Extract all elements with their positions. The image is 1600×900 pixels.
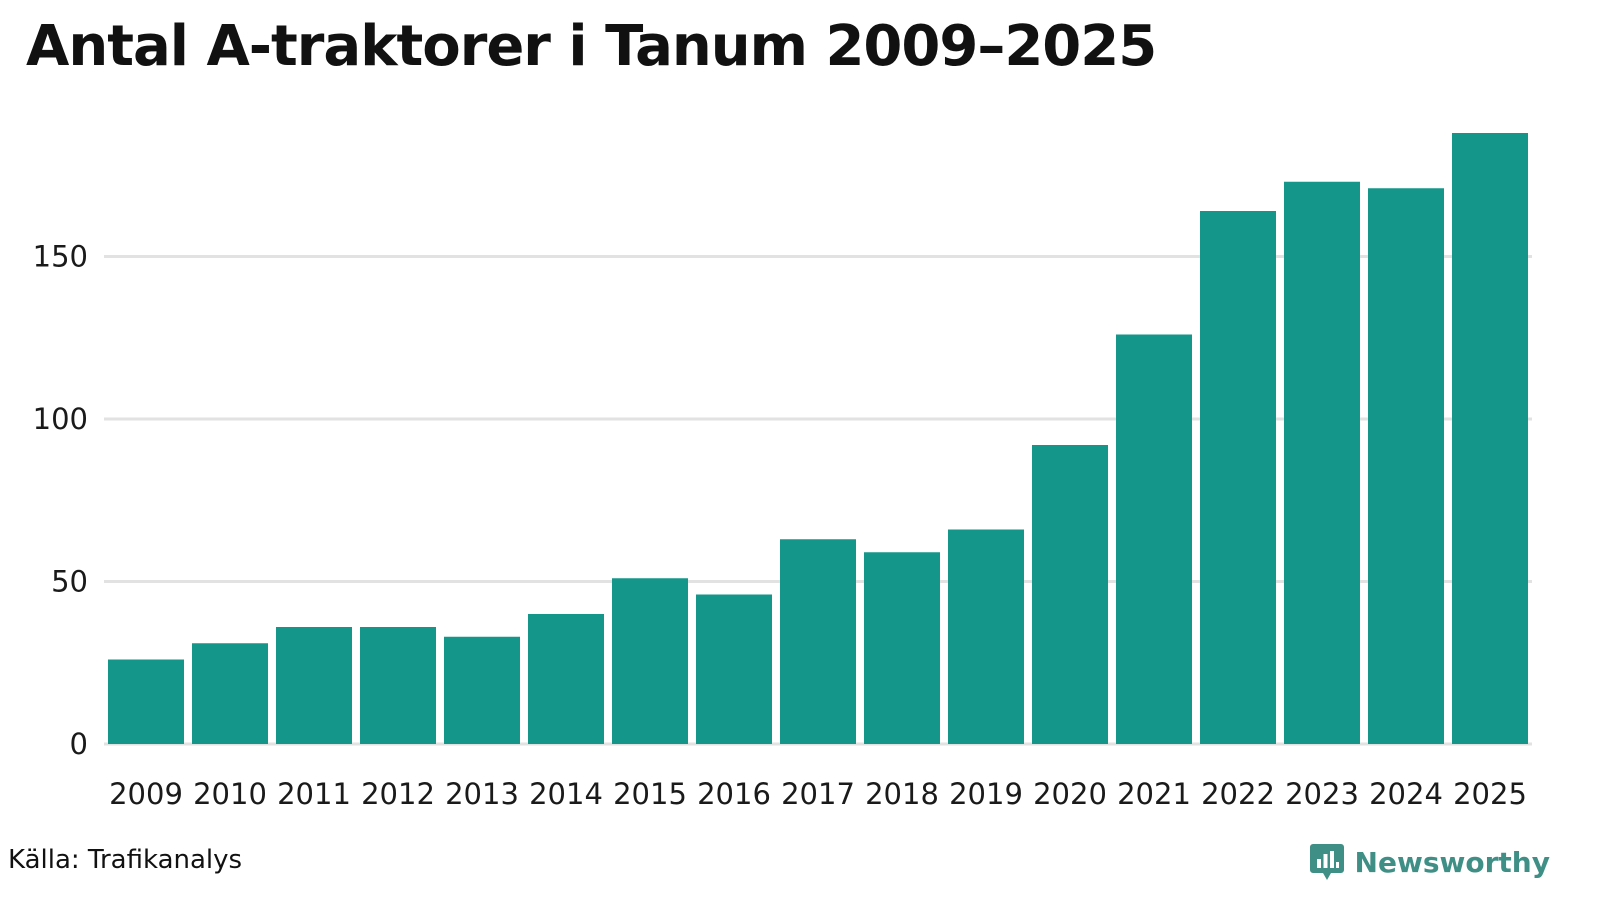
x-tick-label-2020: 2020 bbox=[1033, 777, 1107, 811]
bar-2013 bbox=[444, 636, 520, 744]
x-tick-label-2014: 2014 bbox=[529, 777, 603, 811]
x-tick-label-2013: 2013 bbox=[445, 777, 519, 811]
x-tick-label-2025: 2025 bbox=[1453, 777, 1527, 811]
y-axis-ticks: 0 50 100 150 bbox=[33, 240, 88, 762]
x-tick-label-2011: 2011 bbox=[277, 777, 351, 811]
bar-2025 bbox=[1452, 133, 1528, 744]
bar-2010 bbox=[192, 643, 268, 744]
x-tick-label-2024: 2024 bbox=[1369, 777, 1443, 811]
x-tick-label-2012: 2012 bbox=[361, 777, 435, 811]
x-axis-ticks: 2009 2010 2011 2012 2013 2014 2015 2016 2017 2018… bbox=[109, 777, 1527, 811]
bar-2015 bbox=[612, 578, 688, 744]
brand-logo: Newsworthy bbox=[1309, 842, 1550, 882]
newsworthy-logo-icon bbox=[1309, 844, 1344, 880]
x-tick-label-2019: 2019 bbox=[949, 777, 1023, 811]
x-tick-label-2017: 2017 bbox=[781, 777, 855, 811]
y-tick-label-150: 150 bbox=[33, 240, 88, 274]
bar-2018 bbox=[864, 552, 940, 744]
x-tick-label-2009: 2009 bbox=[109, 777, 183, 811]
bar-2023 bbox=[1284, 181, 1360, 744]
source-note: Källa: Trafikanalys bbox=[8, 845, 243, 875]
x-tick-label-2016: 2016 bbox=[697, 777, 771, 811]
x-tick-label-2018: 2018 bbox=[865, 777, 939, 811]
y-tick-label-0: 0 bbox=[70, 727, 88, 761]
bar-2021 bbox=[1116, 334, 1192, 744]
bar-2016 bbox=[696, 594, 772, 744]
y-tick-label-50: 50 bbox=[51, 565, 88, 599]
bar-2009 bbox=[108, 659, 184, 744]
y-tick-label-100: 100 bbox=[33, 402, 88, 436]
bar-2019 bbox=[948, 529, 1024, 744]
bars bbox=[108, 133, 1528, 744]
bar-2011 bbox=[276, 627, 352, 744]
bar-2012 bbox=[360, 627, 436, 744]
bar-2024 bbox=[1368, 188, 1444, 744]
x-tick-label-2021: 2021 bbox=[1117, 777, 1191, 811]
bar-2022 bbox=[1200, 211, 1276, 744]
x-tick-label-2015: 2015 bbox=[613, 777, 687, 811]
chart-title: Antal A-traktorer i Tanum 2009–2025 bbox=[26, 14, 1157, 79]
bar-2017 bbox=[780, 539, 856, 744]
x-tick-label-2022: 2022 bbox=[1201, 777, 1275, 811]
brand-name: Newsworthy bbox=[1354, 845, 1550, 879]
x-tick-label-2010: 2010 bbox=[193, 777, 267, 811]
x-tick-label-2023: 2023 bbox=[1285, 777, 1359, 811]
bar-2014 bbox=[528, 614, 604, 744]
bar-2020 bbox=[1032, 445, 1108, 744]
